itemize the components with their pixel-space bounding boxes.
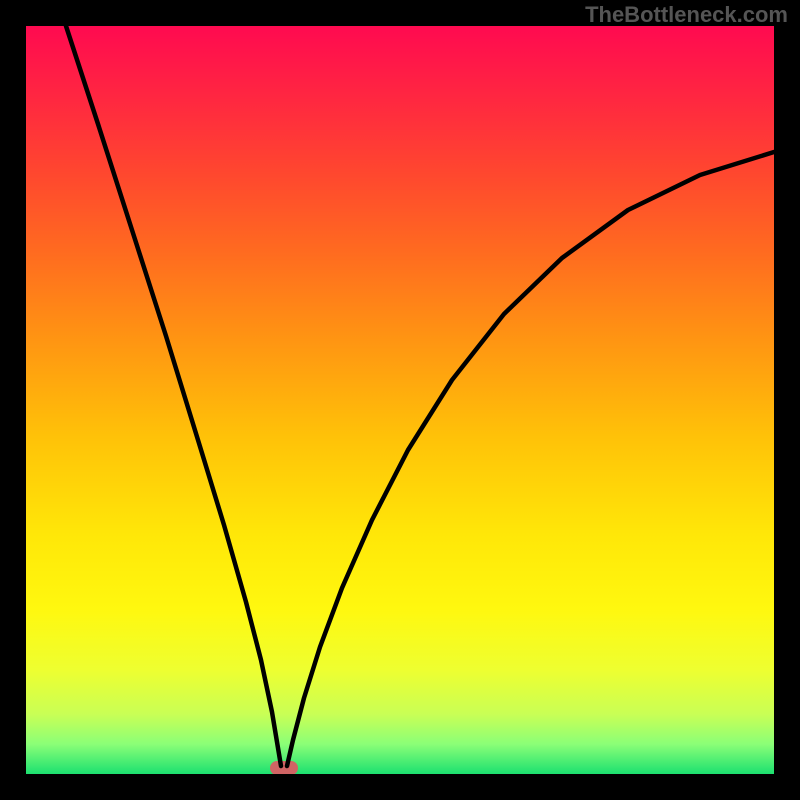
outer-border [0,0,800,800]
chart-root: TheBottleneck.com [0,0,800,800]
watermark-text: TheBottleneck.com [585,2,788,28]
